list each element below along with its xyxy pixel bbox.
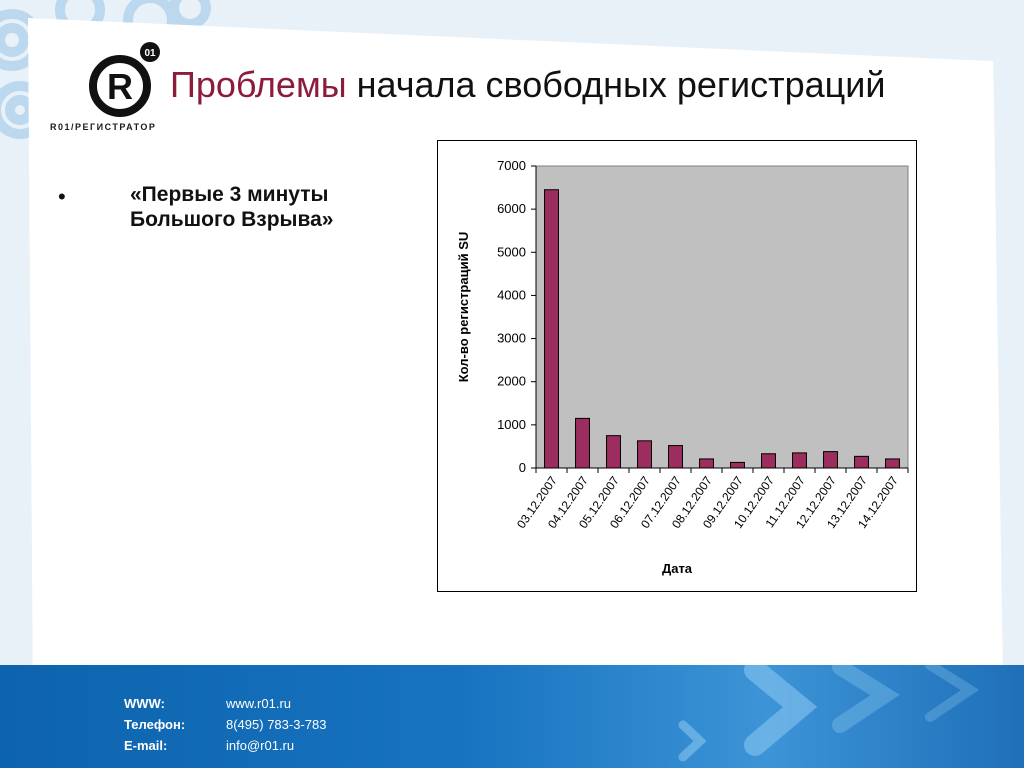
slide-title: Проблемы начала свободных регистраций (170, 64, 886, 106)
r01-logo-icon: R 01 (89, 42, 160, 117)
bar (854, 455, 869, 469)
bar (606, 435, 621, 469)
bar (575, 417, 590, 469)
bar-chart: 0100020003000400050006000700003.12.20070… (456, 158, 909, 576)
chart-frame: 0 1000 2000 3000 4000 5000 6000 7000 03.12.2007 0… (437, 140, 917, 592)
bar (885, 458, 900, 469)
contact-phone: Телефон: 8(495) 783-3-783 (124, 717, 326, 732)
contact-label: E-mail: (124, 738, 168, 753)
y-tick-label: 3000 (497, 331, 526, 346)
bar (699, 458, 714, 469)
bar (761, 453, 776, 469)
y-tick-label: 2000 (497, 374, 526, 389)
x-axis-label: Дата (662, 561, 693, 576)
bar (668, 445, 683, 469)
bullet-text: «Первые 3 минуты Большого Взрыва» (130, 183, 334, 231)
bar (637, 440, 652, 469)
title-rest: начала свободных регистраций (346, 64, 886, 105)
title-accent: Проблемы (170, 64, 347, 105)
email-link[interactable]: info@r01.ru (226, 738, 295, 753)
logo: R 01 R01/РЕГИСТРАТОР (50, 40, 190, 140)
footer: WWW: www.r01.ru Телефон: 8(495) 783-3-783 … (0, 665, 1024, 768)
contact-www: WWW: www.r01.ru (124, 696, 291, 711)
y-tick-label: 1000 (497, 417, 526, 432)
phone-value: 8(495) 783-3-783 (226, 717, 327, 732)
contact-label: Телефон: (124, 717, 186, 732)
y-tick-label: 5000 (497, 244, 526, 259)
y-axis-label: Кол-во регистраций SU (456, 232, 471, 383)
bar (792, 452, 807, 469)
logo-caption: R01/РЕГИСТРАТОР (50, 122, 157, 132)
website-link[interactable]: www.r01.ru (226, 696, 292, 711)
y-tick-label: 0 (519, 460, 526, 475)
bar (823, 451, 838, 469)
logo-letter: R (107, 66, 133, 107)
contact-label: WWW: (124, 696, 165, 711)
chevron-decoration-icon (678, 665, 980, 762)
y-tick-label: 6000 (497, 201, 526, 216)
y-tick-label: 7000 (497, 158, 526, 173)
bar (544, 189, 559, 469)
plot-area (535, 165, 909, 469)
bullet-marker: • (58, 184, 66, 209)
bar (730, 461, 745, 469)
y-tick-label: 4000 (497, 287, 526, 302)
contact-email: E-mail: info@r01.ru (124, 738, 294, 753)
logo-badge: 01 (144, 48, 156, 59)
